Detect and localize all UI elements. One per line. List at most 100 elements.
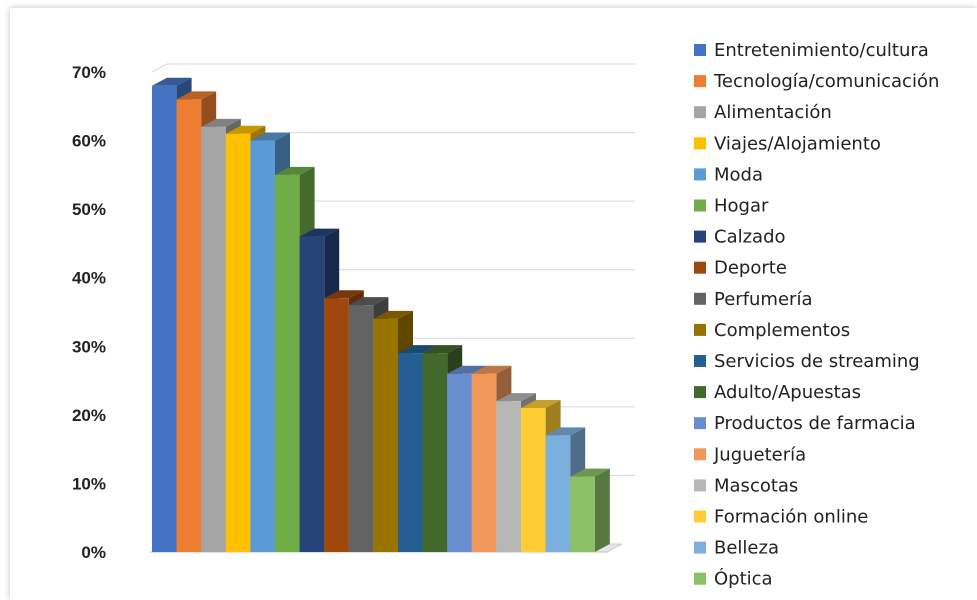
bar-top <box>398 345 438 354</box>
legend-item: Entretenimiento/cultura <box>694 40 929 61</box>
bar-front <box>324 298 349 552</box>
legend-item: Belleza <box>694 538 779 559</box>
bar-front <box>348 305 374 552</box>
legend-item: Productos de farmacia <box>694 413 916 434</box>
legend-label: Juguetería <box>713 444 806 465</box>
bar-front <box>250 140 275 553</box>
legend-swatch <box>694 510 706 523</box>
legend-label: Entretenimiento/cultura <box>714 40 929 61</box>
bar-chart: 0% 10% 20% 30% 40% 50% 60% 70% Entretenimiento/… <box>72 40 939 590</box>
bar-top <box>201 118 241 127</box>
bar-front <box>570 476 595 552</box>
y-tick-label: 10% <box>72 474 106 493</box>
bar-top <box>275 166 315 175</box>
legend-swatch <box>694 230 706 243</box>
legend-label: Tecnología/comunicación <box>713 71 939 92</box>
legend-swatch <box>694 292 706 305</box>
legend-swatch <box>694 417 706 430</box>
bar-top <box>348 297 389 306</box>
bar-top <box>570 468 610 477</box>
legend-item: Viajes/Alojamiento <box>694 133 881 154</box>
legend-swatch <box>694 261 706 274</box>
bar-top <box>299 228 340 237</box>
bar-top <box>324 290 364 299</box>
legend-swatch <box>694 137 706 150</box>
legend-item: Adulto/Apuestas <box>694 382 861 403</box>
legend-swatch <box>694 479 706 492</box>
legend-label: Formación online <box>714 507 868 528</box>
legend-label: Complementos <box>714 320 850 341</box>
legend-swatch <box>694 572 706 585</box>
bar-top <box>471 365 512 374</box>
legend-swatch <box>694 75 706 88</box>
bar-front <box>471 373 497 552</box>
legend-label: Viajes/Alojamiento <box>714 133 881 154</box>
bar-front <box>299 236 325 553</box>
legend-label: Hogar <box>714 196 769 217</box>
legend-label: Adulto/Apuestas <box>714 382 861 403</box>
legend-label: Servicios de streaming <box>714 351 920 372</box>
bar-front <box>422 353 448 552</box>
legend-item: Mascotas <box>694 475 798 496</box>
legend: Entretenimiento/cultura Tecnología/comuni… <box>694 40 939 590</box>
bar-front <box>201 126 226 552</box>
y-tick-label: 70% <box>72 63 106 82</box>
legend-item: Hogar <box>694 196 769 217</box>
legend-item: Tecnología/comunicación <box>694 71 939 92</box>
bar-front <box>176 99 202 552</box>
bar-top <box>152 77 192 86</box>
legend-label: Perfumería <box>714 289 812 310</box>
legend-item: Perfumería <box>694 289 812 310</box>
y-axis-ticks: 0% 10% 20% 30% 40% 50% 60% 70% <box>72 63 106 562</box>
bar-front <box>152 85 177 552</box>
bars <box>152 77 610 553</box>
legend-label: Mascotas <box>714 475 798 496</box>
gridline-depth <box>151 63 168 73</box>
legend-item: Deporte <box>694 258 787 279</box>
legend-swatch <box>694 386 706 399</box>
bar-front <box>225 133 251 552</box>
y-tick-label: 0% <box>81 543 106 562</box>
bar-top <box>373 310 413 319</box>
bar-top <box>447 365 487 374</box>
bar-side <box>594 468 610 552</box>
legend-item: Juguetería <box>694 444 806 465</box>
bar-front <box>545 435 571 552</box>
y-tick-label: 30% <box>72 337 106 356</box>
legend-swatch <box>694 168 706 181</box>
legend-item: Formación online <box>694 507 868 528</box>
legend-label: Deporte <box>714 258 787 279</box>
bar-top <box>176 91 217 100</box>
y-tick-label: 60% <box>72 132 106 151</box>
legend-label: Óptica <box>714 568 773 590</box>
legend-swatch <box>694 323 706 336</box>
legend-swatch <box>694 199 706 212</box>
legend-swatch <box>694 44 706 56</box>
legend-swatch <box>694 541 706 554</box>
legend-item: Alimentación <box>694 102 832 123</box>
legend-item: Moda <box>694 164 763 185</box>
legend-label: Belleza <box>714 538 779 559</box>
bar-top <box>496 393 536 402</box>
legend-item: Óptica <box>694 568 773 590</box>
bar-top <box>545 427 586 436</box>
legend-item: Servicios de streaming <box>694 351 920 372</box>
bar <box>570 468 610 552</box>
legend-swatch <box>694 106 706 119</box>
bar-front <box>447 373 472 552</box>
legend-label: Productos de farmacia <box>714 413 916 434</box>
legend-swatch <box>694 448 706 461</box>
legend-label: Calzado <box>714 227 786 248</box>
bar-front <box>275 174 300 552</box>
bar-top <box>250 132 290 141</box>
y-tick-label: 50% <box>72 200 106 219</box>
bar-top <box>521 400 561 408</box>
legend-swatch <box>694 355 706 367</box>
bar-top <box>225 125 266 134</box>
y-tick-label: 20% <box>72 406 106 425</box>
legend-item: Calzado <box>694 227 786 248</box>
legend-label: Alimentación <box>714 102 832 123</box>
bar-front <box>521 408 546 552</box>
bar-front <box>373 318 398 552</box>
legend-item: Complementos <box>694 320 850 341</box>
